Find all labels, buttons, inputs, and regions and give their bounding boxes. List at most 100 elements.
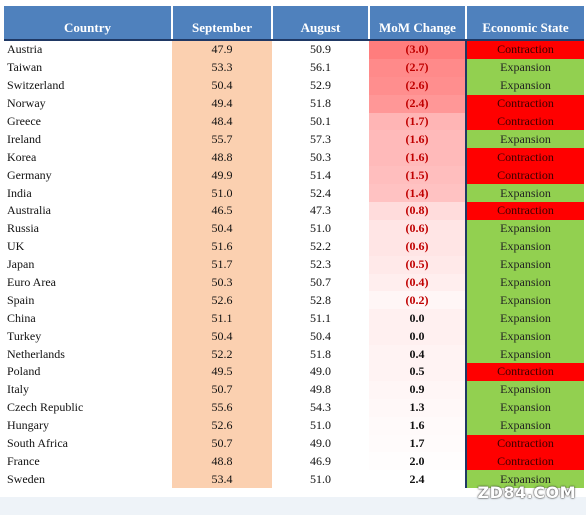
cell-mom-change: (1.4) xyxy=(369,184,466,203)
cell-economic-state: Expansion xyxy=(465,291,584,310)
cell-august: 49.8 xyxy=(310,382,331,397)
cell-economic-state: Expansion xyxy=(465,470,584,489)
header-september[interactable]: September xyxy=(172,6,273,41)
cell-country: Switzerland xyxy=(7,78,65,93)
cell-economic-state: Contraction xyxy=(465,363,584,381)
cell-economic-state: Contraction xyxy=(465,166,584,185)
table-row: Greece 48.4 50.1 (1.7) Contraction xyxy=(4,112,584,131)
table-row: Russia 50.4 51.0 (0.6) Expansion xyxy=(4,219,584,238)
watermark-logo: ZD84.COM xyxy=(477,483,576,502)
cell-august: 51.1 xyxy=(310,310,331,325)
cell-country: Czech Republic xyxy=(7,400,84,415)
table-row: Norway 49.4 51.8 (2.4) Contraction xyxy=(4,94,584,113)
cell-august: 46.9 xyxy=(310,453,331,468)
table-row: France 48.8 46.9 2.0 Contraction xyxy=(4,452,584,471)
cell-mom-change: (0.6) xyxy=(369,237,466,256)
cell-country: Austria xyxy=(7,42,43,57)
cell-august: 50.9 xyxy=(310,42,331,57)
cell-mom-change: (0.5) xyxy=(369,255,466,274)
cell-mom-change: 0.0 xyxy=(369,327,466,346)
cell-country: South Africa xyxy=(7,436,68,451)
cell-mom-change: (1.6) xyxy=(369,130,466,149)
cell-september: 53.3 xyxy=(172,58,272,77)
cell-september: 50.7 xyxy=(172,434,272,453)
cell-country: Australia xyxy=(7,203,51,218)
header-country[interactable]: Country xyxy=(4,6,173,41)
table-row: Hungary 52.6 51.0 1.6 Expansion xyxy=(4,416,584,435)
cell-september: 51.0 xyxy=(172,184,272,203)
cell-mom-change: 0.0 xyxy=(369,309,466,328)
cell-august: 51.0 xyxy=(310,418,331,433)
cell-economic-state: Expansion xyxy=(465,184,584,203)
cell-mom-change: 0.4 xyxy=(369,345,466,364)
cell-economic-state: Expansion xyxy=(465,345,584,364)
table-row: Netherlands 52.2 51.8 0.4 Expansion xyxy=(4,345,584,364)
header-august[interactable]: August xyxy=(272,6,370,41)
cell-september: 48.4 xyxy=(172,112,272,131)
cell-country: India xyxy=(7,185,32,200)
cell-country: Hungary xyxy=(7,418,49,433)
cell-august: 52.9 xyxy=(310,78,331,93)
cell-august: 54.3 xyxy=(310,400,331,415)
cell-august: 51.4 xyxy=(310,167,331,182)
table-row: Euro Area 50.3 50.7 (0.4) Expansion xyxy=(4,273,584,292)
cell-country: Taiwan xyxy=(7,60,43,75)
table-row: Ireland 55.7 57.3 (1.6) Expansion xyxy=(4,130,584,149)
cell-economic-state: Expansion xyxy=(465,398,584,417)
table-row: Turkey 50.4 50.4 0.0 Expansion xyxy=(4,327,584,346)
table-row: Taiwan 53.3 56.1 (2.7) Expansion xyxy=(4,58,584,77)
cell-august: 57.3 xyxy=(310,131,331,146)
table-row: Poland 49.5 49.0 0.5 Contraction xyxy=(4,363,584,381)
cell-september: 55.6 xyxy=(172,398,272,417)
cell-august: 56.1 xyxy=(310,60,331,75)
cell-august: 50.7 xyxy=(310,275,331,290)
cell-economic-state: Expansion xyxy=(465,237,584,256)
cell-economic-state: Expansion xyxy=(465,416,584,435)
cell-country: Japan xyxy=(7,257,35,272)
cell-country: Germany xyxy=(7,167,52,182)
cell-september: 47.9 xyxy=(172,40,272,59)
header-mom-change[interactable]: MoM Change xyxy=(369,6,467,41)
pmi-table-container: Country September August MoM Change Econ… xyxy=(4,6,584,489)
cell-economic-state: Contraction xyxy=(465,148,584,167)
cell-september: 52.2 xyxy=(172,345,272,364)
cell-august: 52.4 xyxy=(310,185,331,200)
cell-economic-state: Expansion xyxy=(465,58,584,77)
cell-august: 50.3 xyxy=(310,149,331,164)
cell-mom-change: (0.4) xyxy=(369,273,466,292)
cell-country: Sweden xyxy=(7,471,45,486)
cell-mom-change: (2.6) xyxy=(369,76,466,95)
cell-mom-change: 2.0 xyxy=(369,452,466,471)
table-row: China 51.1 51.1 0.0 Expansion xyxy=(4,309,584,328)
cell-mom-change: 2.4 xyxy=(369,470,466,489)
cell-mom-change: 0.5 xyxy=(369,363,466,381)
table-row: Australia 46.5 47.3 (0.8) Contraction xyxy=(4,202,584,220)
cell-august: 51.8 xyxy=(310,96,331,111)
table-row: Italy 50.7 49.8 0.9 Expansion xyxy=(4,380,584,399)
cell-august: 51.8 xyxy=(310,346,331,361)
cell-country: Poland xyxy=(7,364,41,379)
cell-country: Netherlands xyxy=(7,346,65,361)
cell-economic-state: Expansion xyxy=(465,380,584,399)
cell-economic-state: Expansion xyxy=(465,130,584,149)
cell-country: Ireland xyxy=(7,131,41,146)
cell-september: 52.6 xyxy=(172,291,272,310)
cell-august: 49.0 xyxy=(310,364,331,379)
table-row: Austria 47.9 50.9 (3.0) Contraction xyxy=(4,40,584,59)
table-header-row: Country September August MoM Change Econ… xyxy=(4,6,584,41)
cell-country: Italy xyxy=(7,382,29,397)
cell-september: 49.9 xyxy=(172,166,272,185)
cell-september: 50.4 xyxy=(172,327,272,346)
cell-august: 52.2 xyxy=(310,239,331,254)
cell-economic-state: Contraction xyxy=(465,452,584,471)
cell-economic-state: Contraction xyxy=(465,202,584,220)
header-economic-state[interactable]: Economic State xyxy=(465,6,584,41)
cell-august: 52.3 xyxy=(310,257,331,272)
cell-august: 47.3 xyxy=(310,203,331,218)
cell-country: France xyxy=(7,453,40,468)
table-body: Austria 47.9 50.9 (3.0) Contraction Taiwan 53.… xyxy=(4,40,584,489)
cell-economic-state: Contraction xyxy=(465,434,584,453)
table-row: Korea 48.8 50.3 (1.6) Contraction xyxy=(4,148,584,167)
table-row: India 51.0 52.4 (1.4) Expansion xyxy=(4,184,584,203)
cell-september: 52.6 xyxy=(172,416,272,435)
